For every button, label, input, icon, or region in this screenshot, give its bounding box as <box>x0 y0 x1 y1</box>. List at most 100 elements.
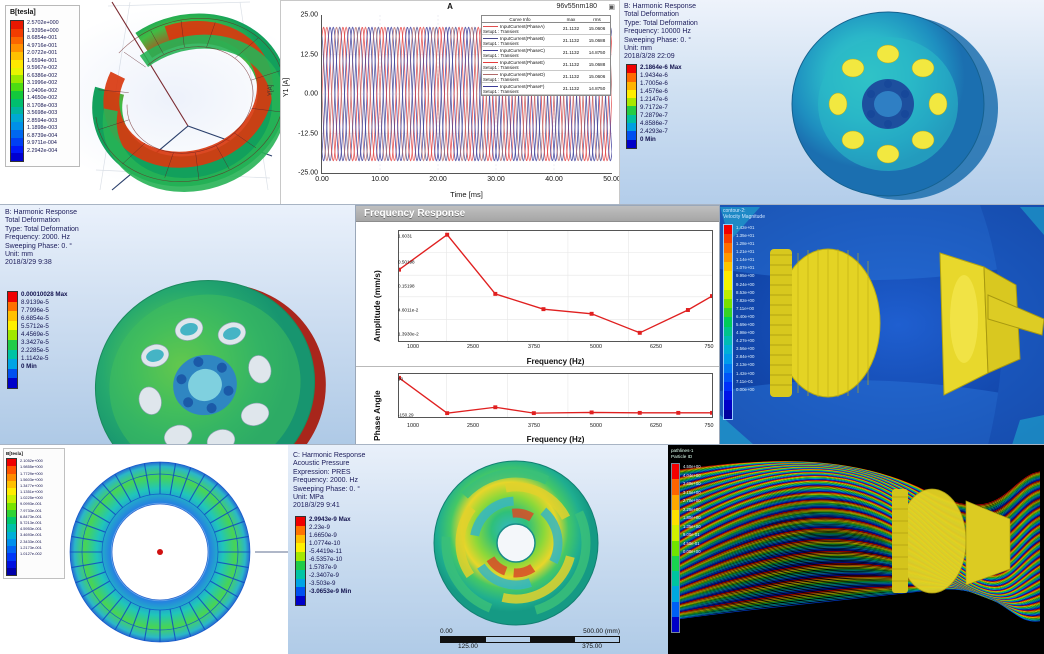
subplot-divider <box>356 366 719 367</box>
legend-value: 1.1142e-5 <box>21 354 49 362</box>
legend-value: 1.2173e-001 <box>20 544 42 550</box>
flux-spoke <box>204 493 230 516</box>
acoustic-legend-values: 2.9943e-9 Max 2.23e-9 1.6650e-9 1.0774e-10-… <box>309 516 351 596</box>
legend-value: 2.1052e+000 <box>20 458 43 464</box>
legend-value: 8.1708e-003 <box>27 102 58 109</box>
particle-pathline <box>677 462 1041 513</box>
legend-value: 7.2879e-7 <box>640 111 668 119</box>
legend-value: 6.6854e-5 <box>21 314 49 322</box>
legend-max-cell: 21.1132 <box>558 82 584 95</box>
tile-seam-h2 <box>0 444 1044 445</box>
phase-xtick: 3750 <box>528 423 540 429</box>
phase-data-point <box>589 410 594 415</box>
legend-row: InputCurrent(PhaseE) Setup1 : Transient 21… <box>482 58 610 71</box>
legend-value: 3.1996e-002 <box>27 80 58 87</box>
legend-value: 1.7729e+000 <box>20 470 43 476</box>
flux-colorbar <box>6 458 17 576</box>
flux-spoke <box>217 561 249 569</box>
legend-value: 2.13e+00 <box>736 362 755 368</box>
panel-harmonic-response-10000hz: B: Harmonic Response Total Deformation T… <box>620 0 1044 205</box>
legend-curve-cell: InputCurrent(PhaseE) Setup1 : Transient <box>482 58 558 71</box>
legend-value: 1.14e+01 <box>736 257 755 263</box>
flux-legend-title: B[tesla] <box>6 451 23 456</box>
legend-value: 9.24e+00 <box>736 281 755 287</box>
panel-frequency-response: Frequency Response 1.6031 0.50198 0.1519… <box>355 205 720 445</box>
phase-data-point <box>397 375 401 380</box>
legend-curve-name: InputCurrent(PhaseC) <box>500 47 545 53</box>
legend-value: 2.23e-9 <box>309 523 330 531</box>
legend-curve-setup: Setup1 : Transient <box>483 52 519 58</box>
amp-ytick: 0.50198 <box>398 259 415 265</box>
bfield-colorbar <box>10 20 24 162</box>
xtick: 0.00 <box>315 176 329 183</box>
legend-value: 8.9139e-5 <box>21 298 49 306</box>
pathlines-colorbar <box>671 463 680 634</box>
legend-row: InputCurrent(PhaseD) Setup1 : Transient 21… <box>482 70 610 83</box>
phase-data-point <box>637 410 642 415</box>
legend-value: 1.5603e+000 <box>20 476 43 482</box>
xtick: 40.00 <box>545 176 563 183</box>
legend-value: 1.7005e-6 <box>640 79 668 87</box>
legend-rms-cell: 15.0688 <box>584 58 610 71</box>
legend-value: 1.3477e+000 <box>20 482 43 488</box>
legend-value: 7.82e+00 <box>736 297 755 303</box>
legend-rms-cell: 14.8750 <box>584 82 610 95</box>
phase-subplot: 90 -150.29 1000 2500 3750 5000 6250 750 … <box>356 369 719 444</box>
legend-value: 1.21e+01 <box>736 249 755 255</box>
legend-value: 6.8739e-004 <box>27 132 58 139</box>
legend-curve-setup: Setup1 : Transient <box>483 64 519 70</box>
legend-value: 8.53e+00 <box>736 289 755 295</box>
amp-ytick: 4.6011e-2 <box>398 307 419 313</box>
legend-value: 9.0993e-001 <box>20 501 42 507</box>
amp-data-point <box>493 291 498 296</box>
ytick: -12.50 <box>298 130 318 137</box>
legend-value: 5.5712e-5 <box>21 322 49 330</box>
chart-legend[interactable]: Curve Info max rms InputCurrent(PhaseA) S… <box>481 15 611 96</box>
xtick: 20.00 <box>429 176 447 183</box>
axis-label-y: Y[A] <box>268 84 274 96</box>
flux-spoke <box>188 601 206 631</box>
legend-value: 1.0406e-002 <box>27 87 58 94</box>
legend-rms-cell: 15.0606 <box>584 22 610 35</box>
legend-value: 4.98e+00 <box>736 330 755 336</box>
amp-xtick: 1000 <box>407 344 419 350</box>
legend-value: 2.3433e-001 <box>20 538 42 544</box>
pathlines-legend: pathlines-1 Particle ID 4.50e+00 4.04e+00… <box>671 448 727 634</box>
xtick: 10.00 <box>371 176 389 183</box>
flux-spoke <box>209 506 239 524</box>
chart-title: A <box>447 2 453 11</box>
hr2-3d-rotor <box>94 280 326 445</box>
legend-value: 9.95e+00 <box>736 273 755 279</box>
legend-row: InputCurrent(PhaseA) Setup1 : Transient 21… <box>482 22 610 35</box>
legend-value: 1.9855e+000 <box>20 464 43 470</box>
legend-row: InputCurrent(PhaseF) Setup1 : Transient 21… <box>482 82 610 95</box>
panel-acoustic-pressure: C: Harmonic Response Acoustic Pressure E… <box>288 445 668 654</box>
legend-value: 1.35e+00 <box>683 523 701 529</box>
acoustic-2d-view <box>433 460 599 626</box>
amp-data-point <box>710 294 714 299</box>
legend-value: 2.84e+00 <box>736 354 755 360</box>
amp-data-point <box>445 232 450 237</box>
legend-value: 6.8473e-001 <box>20 513 42 519</box>
legend-value: -5.4419e-11 <box>309 547 342 555</box>
chart-menu-icon[interactable]: ▣ <box>608 4 615 11</box>
legend-value: 9.9711e-004 <box>27 140 57 147</box>
hr1-colorbar <box>626 64 637 149</box>
xtick: 50.00 <box>603 176 620 183</box>
flux-spoke <box>128 467 141 498</box>
legend-header-max: max <box>558 16 584 23</box>
cfd-legend-title: contour-2: Velocity Magnitude <box>723 208 765 220</box>
legend-value: 8.6854e-001 <box>27 35 58 42</box>
legend-value: 1.1898e-003 <box>27 125 58 132</box>
amplitude-curve <box>397 231 714 341</box>
flux-spoke <box>114 601 132 631</box>
flux-spoke <box>143 609 151 641</box>
phase-data-point <box>676 410 681 415</box>
phase-xtick: 5000 <box>590 423 602 429</box>
scale-max: 500.00 (mm) <box>583 628 620 635</box>
bfield-legend: B[tesla] 2.5702e+000 1.9395e+000 8.6854e-0… <box>5 5 80 167</box>
legend-curve-cell: InputCurrent(PhaseD) Setup1 : Transient <box>482 70 558 83</box>
legend-color-swatch <box>483 61 498 64</box>
legend-curve-cell: InputCurrent(PhaseA) Setup1 : Transient <box>482 22 558 35</box>
legend-value: 3.15e+00 <box>683 489 701 495</box>
